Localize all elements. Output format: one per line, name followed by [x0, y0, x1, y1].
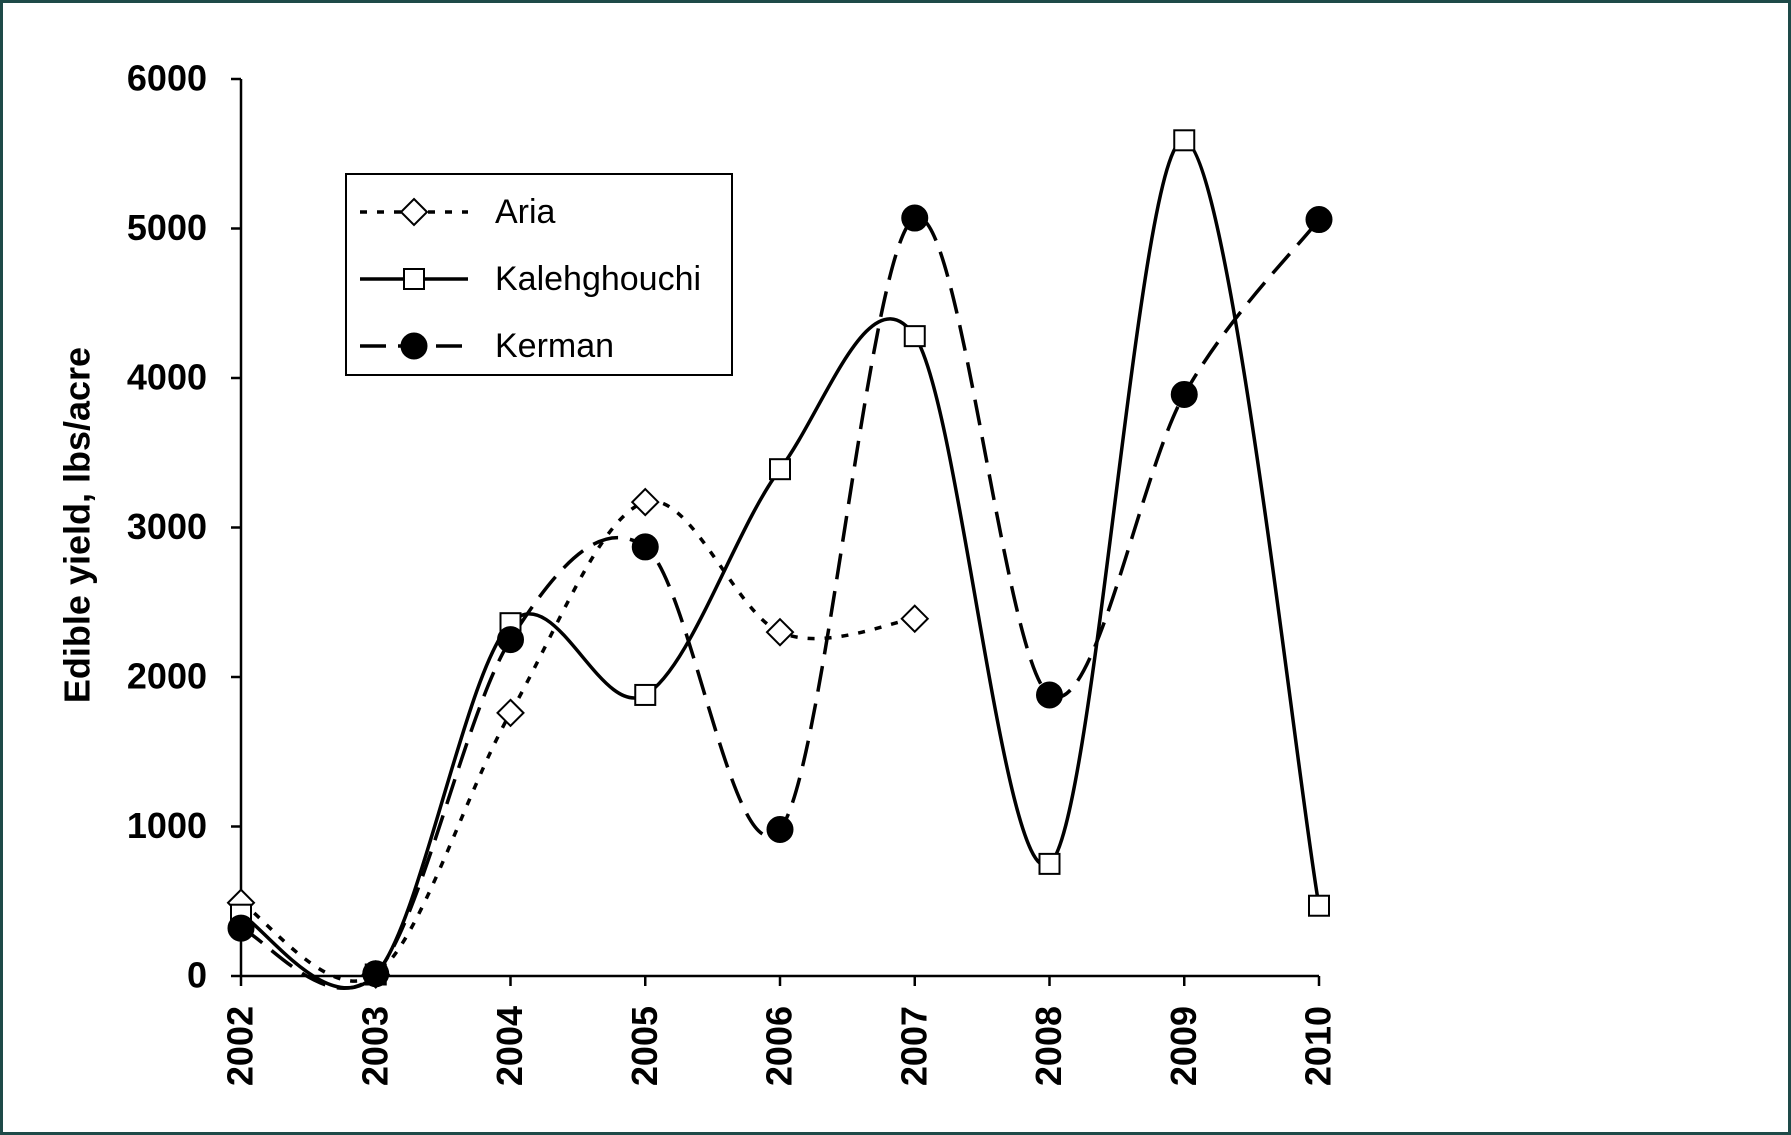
y-tick-label: 2000	[127, 656, 207, 697]
marker	[769, 458, 791, 481]
legend-label: Kerman	[495, 327, 614, 365]
marker	[630, 487, 660, 517]
marker	[1308, 894, 1330, 917]
marker	[901, 204, 929, 232]
x-tick-label: 2005	[624, 1006, 665, 1086]
y-tick-label: 1000	[127, 805, 207, 846]
legend-marker	[403, 268, 425, 290]
legend-marker	[399, 197, 429, 227]
marker	[1170, 380, 1198, 408]
marker	[766, 815, 794, 843]
y-tick-label: 5000	[127, 207, 207, 248]
marker	[1036, 681, 1063, 709]
series-line	[240, 215, 1321, 990]
x-tick-label: 2003	[354, 1006, 395, 1086]
x-tick-label: 2010	[1298, 1006, 1339, 1086]
marker	[1038, 852, 1061, 875]
marker	[1173, 129, 1196, 152]
x-tick-label: 2002	[220, 1006, 261, 1086]
x-tick-label: 2006	[759, 1006, 800, 1086]
legend-label: Aria	[495, 193, 556, 231]
y-tick-label: 0	[187, 955, 207, 996]
y-axis-title: Edible yield, lbs/acre	[57, 347, 98, 703]
marker	[900, 604, 930, 634]
legend: Aria Kalehghouchi Kerman	[345, 173, 733, 376]
marker	[903, 325, 926, 348]
y-tick-label: 3000	[127, 506, 207, 547]
marker	[497, 626, 524, 654]
marker	[631, 533, 659, 561]
y-tick-label: 4000	[127, 357, 207, 398]
x-tick-label: 2009	[1163, 1006, 1204, 1086]
marker	[496, 698, 525, 728]
marker	[765, 617, 795, 647]
x-tick-label: 2007	[893, 1006, 934, 1086]
x-tick-label: 2004	[489, 1006, 530, 1086]
x-tick-label: 2008	[1028, 1006, 1069, 1086]
marker	[634, 683, 657, 706]
y-tick-label: 6000	[127, 58, 207, 99]
legend-label: Kalehghouchi	[495, 260, 701, 298]
marker	[362, 960, 390, 988]
legend-marker	[400, 332, 428, 360]
marker	[1305, 206, 1333, 234]
marker	[227, 914, 255, 942]
